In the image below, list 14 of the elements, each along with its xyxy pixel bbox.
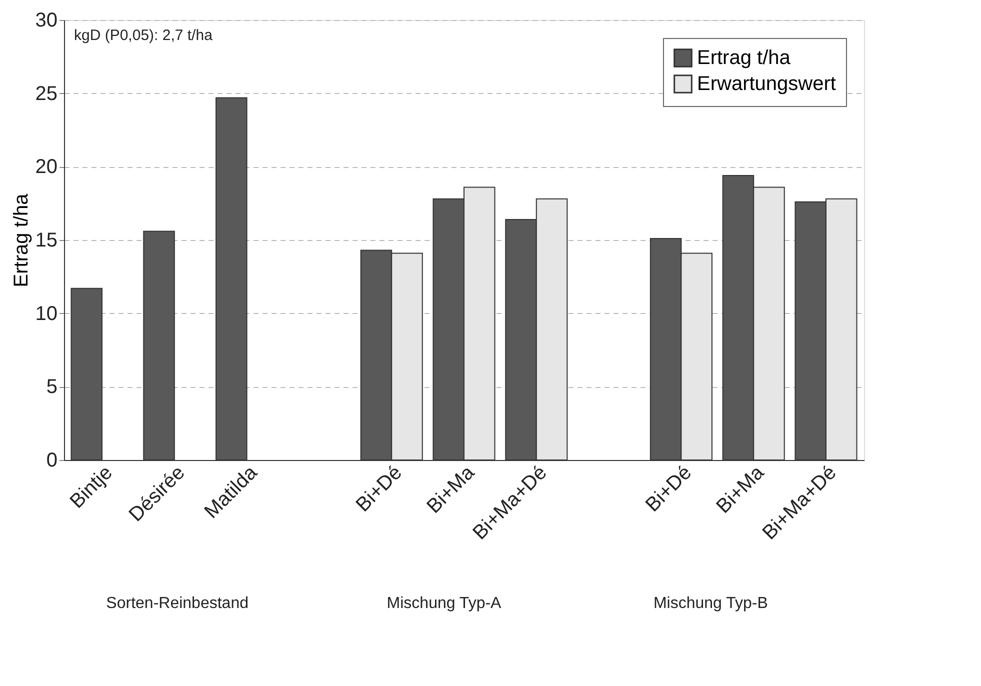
legend-label: Ertrag t/ha — [697, 47, 792, 69]
y-tick-label: 10 — [35, 302, 58, 325]
y-tick-label: 0 — [46, 450, 58, 472]
y-tick-label: 15 — [35, 230, 58, 252]
text: Mischung Typ-A — [386, 595, 502, 612]
y-axis-title: Ertrag t/ha — [10, 192, 32, 288]
y-tick-label: 5 — [46, 376, 58, 398]
y-tick-label: 25 — [35, 82, 58, 105]
annotation: kgD (P0,05): 2,7 t/ha — [74, 27, 214, 44]
text: Mischung Typ-B — [653, 595, 768, 612]
y-tick-label: 20 — [35, 156, 58, 178]
legend-label: Erwartungswert — [697, 73, 836, 95]
y-tick-label: 30 — [35, 10, 58, 32]
text: Sorten-Reinbestand — [106, 595, 248, 612]
